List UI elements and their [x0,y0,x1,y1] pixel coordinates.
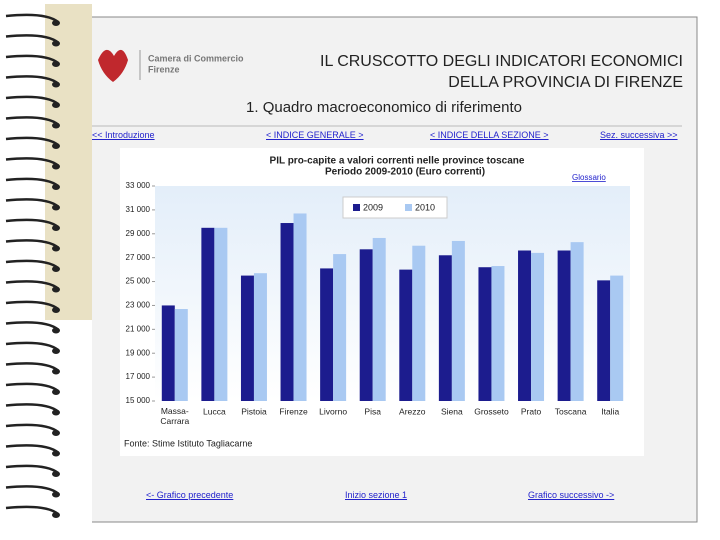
spiral-hole [52,368,60,375]
spiral-hole [52,20,60,26]
bar [293,213,307,401]
x-tick-label: Siena [441,406,463,416]
y-tick-label: 33 000 [126,181,151,190]
bar [161,305,175,401]
bar [597,280,611,401]
logo-icon [98,49,128,82]
legend-label: 2009 [363,202,383,212]
chart-subtitle: Periodo 2009-2010 (Euro correnti) [325,167,485,178]
legend-box [342,196,448,219]
logo-text: Firenze [148,64,180,74]
page-title: DELLA PROVINCIA DI FIRENZE [448,74,683,91]
x-tick-label: Firenze [279,406,308,416]
bar [491,266,505,401]
x-tick-label: Prato [521,406,542,416]
bar [557,250,571,401]
legend-swatch [405,204,412,211]
bar [320,268,334,401]
y-tick-label: 27 000 [126,253,151,262]
x-tick-label: Lucca [203,406,226,416]
spiral [5,13,60,518]
spiral-hole [52,450,60,457]
bar [333,254,347,401]
footer-link[interactable]: <- Grafico precedente [146,490,234,500]
spiral-hole [52,348,60,354]
bar [478,267,492,401]
y-tick-label: 21 000 [126,324,151,333]
bar [438,255,452,401]
spiral-hole [52,143,60,149]
nav-link[interactable]: < INDICE GENERALE > [266,130,364,140]
spiral-hole [52,266,60,272]
spiral-hole [52,40,60,47]
x-tick-label: Pistoia [241,406,267,416]
spiral-hole [52,389,60,395]
logo: Camera di Commercio Firenze [98,49,244,82]
nav-link[interactable]: << Introduzione [92,130,155,140]
bar [531,252,545,401]
logo-text: Camera di Commercio [148,53,244,63]
x-tick-label: Grosseto [474,406,509,416]
spiral-hole [52,491,60,498]
spiral-hole [52,204,60,211]
legend-swatch [353,204,360,211]
page-title: IL CRUSCOTTO DEGLI INDICATORI ECONOMICI [320,53,683,70]
chart: PIL pro-capite a valori correnti nelle p… [120,148,644,456]
spiral-hole [52,512,60,518]
chart-source: Fonte: Stime Istituto Tagliacarne [124,438,252,448]
bar [518,250,532,401]
spiral-hole [52,163,60,170]
spiral-hole [52,81,60,88]
spiral-hole [52,327,60,334]
y-tick-label: 29 000 [126,229,151,238]
bar [570,242,584,401]
legend-label: 2010 [415,202,435,212]
footer-link[interactable]: Inizio sezione 1 [345,490,408,500]
spiral-hole [52,245,60,252]
spiral-hole [52,61,60,67]
nav-link[interactable]: Sez. successiva >> [600,130,678,140]
nav-link[interactable]: < INDICE DELLA SEZIONE > [430,130,549,140]
spiral-hole [52,122,60,129]
bar [610,275,624,401]
spiral-hole [52,102,60,108]
bar [214,227,228,401]
x-tick-label: Massa-Carrara [160,406,189,426]
y-tick-label: 19 000 [126,348,151,357]
x-tick-label: Livorno [319,406,347,416]
section-title: 1. Quadro macroeconomico di riferimento [246,99,522,116]
spiral-hole [52,286,60,293]
spiral-hole [52,184,60,190]
bar [201,227,215,401]
x-tick-label: Toscana [555,406,587,416]
bar [399,269,413,401]
y-tick-label: 25 000 [126,277,151,286]
x-tick-label: Arezzo [399,406,426,416]
y-tick-label: 15 000 [126,396,151,405]
footer-link[interactable]: Grafico successivo -> [528,490,615,500]
x-tick-label: Italia [601,406,619,416]
spiral-hole [52,430,60,436]
spiral-hole [52,307,60,313]
bar [174,309,188,401]
spiral-hole [52,225,60,231]
bar [359,249,373,401]
y-tick-label: 17 000 [126,372,151,381]
spiral-hole [52,471,60,477]
y-tick-label: 31 000 [126,205,151,214]
bar [253,273,267,401]
spiral-hole [52,409,60,416]
glossary-link[interactable]: Glossario [572,173,606,182]
bar [280,223,294,401]
bar [451,240,465,401]
bar [412,245,426,401]
chart-title: PIL pro-capite a valori correnti nelle p… [270,156,525,167]
x-tick-label: Pisa [364,406,381,416]
bar [372,237,386,401]
y-tick-label: 23 000 [126,301,151,310]
plot-area [155,186,630,401]
bar [240,275,254,401]
